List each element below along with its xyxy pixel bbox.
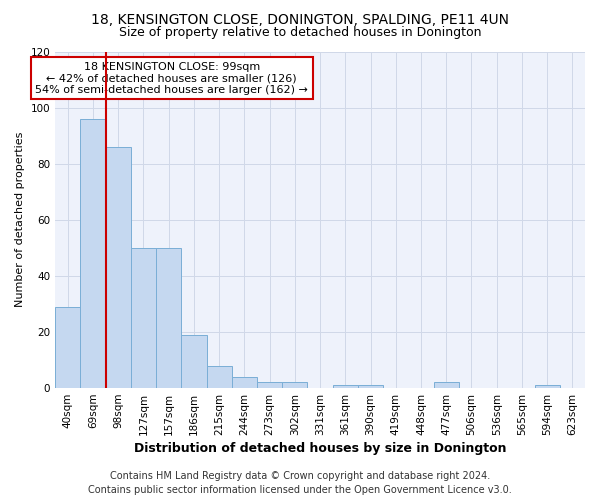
Bar bbox=[55, 306, 80, 388]
Bar bbox=[206, 366, 232, 388]
Bar bbox=[80, 119, 106, 388]
Text: 18 KENSINGTON CLOSE: 99sqm
← 42% of detached houses are smaller (126)
54% of sem: 18 KENSINGTON CLOSE: 99sqm ← 42% of deta… bbox=[35, 62, 308, 95]
Bar bbox=[434, 382, 459, 388]
Bar bbox=[156, 248, 181, 388]
Text: Size of property relative to detached houses in Donington: Size of property relative to detached ho… bbox=[119, 26, 481, 39]
Bar bbox=[358, 386, 383, 388]
Bar bbox=[131, 248, 156, 388]
Text: 18, KENSINGTON CLOSE, DONINGTON, SPALDING, PE11 4UN: 18, KENSINGTON CLOSE, DONINGTON, SPALDIN… bbox=[91, 12, 509, 26]
Bar bbox=[332, 386, 358, 388]
Bar bbox=[232, 377, 257, 388]
Y-axis label: Number of detached properties: Number of detached properties bbox=[15, 132, 25, 308]
Bar bbox=[257, 382, 282, 388]
Bar bbox=[535, 386, 560, 388]
Text: Contains HM Land Registry data © Crown copyright and database right 2024.
Contai: Contains HM Land Registry data © Crown c… bbox=[88, 471, 512, 495]
Bar bbox=[282, 382, 307, 388]
Bar bbox=[106, 147, 131, 388]
X-axis label: Distribution of detached houses by size in Donington: Distribution of detached houses by size … bbox=[134, 442, 506, 455]
Bar bbox=[181, 335, 206, 388]
